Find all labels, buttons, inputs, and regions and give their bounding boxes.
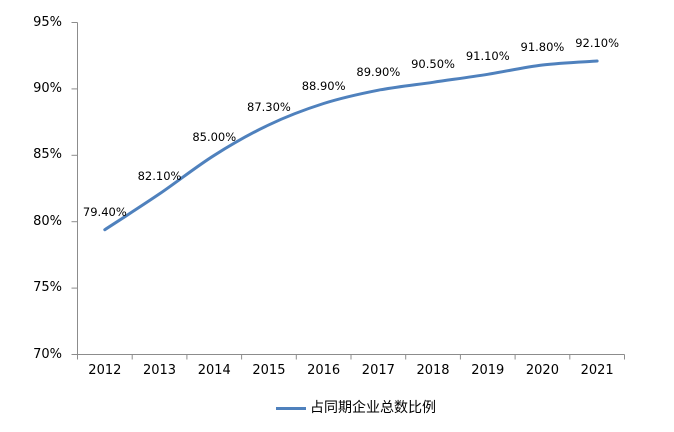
- x-axis-tick-label: 2017: [361, 363, 395, 378]
- data-point-label: 91.80%: [520, 39, 565, 54]
- data-point-label: 82.10%: [137, 168, 182, 183]
- data-point-label: 91.10%: [465, 49, 510, 64]
- series-line: [103, 59, 599, 232]
- x-axis-tick-label: 2015: [252, 363, 286, 378]
- y-axis-tick-label: 70%: [33, 346, 62, 362]
- x-axis-tick-label: 2018: [416, 363, 450, 378]
- y-axis-tick-label: 75%: [33, 280, 62, 296]
- legend-label: 占同期企业总数比例: [310, 400, 436, 416]
- data-point-label: 90.50%: [411, 57, 455, 72]
- data-point-label: 89.90%: [356, 65, 401, 80]
- y-axis-tick-label: 90%: [33, 80, 62, 96]
- legend-line-marker: [276, 406, 306, 410]
- x-axis-tick-label: 2016: [307, 363, 341, 378]
- x-axis-tick-label: 2013: [142, 363, 177, 378]
- x-axis-tick-label: 2020: [525, 363, 559, 378]
- x-axis-tick-label: 2021: [580, 363, 614, 378]
- data-point-label: 87.30%: [247, 99, 291, 114]
- axis-ticks: [71, 22, 625, 360]
- legend: 占同期企业总数比例: [276, 398, 436, 418]
- y-axis-tick-label: 95%: [33, 14, 62, 30]
- data-point-label: 79.40%: [82, 204, 127, 219]
- data-point-label: 88.90%: [301, 78, 346, 93]
- y-axis-tick-label: 85%: [33, 147, 62, 163]
- x-axis-tick-label: 2019: [471, 363, 505, 378]
- x-axis-tick-label: 2012: [88, 363, 122, 378]
- x-axis-tick-label: 2014: [197, 363, 231, 378]
- data-point-label: 85.00%: [192, 130, 237, 145]
- data-point-label: 92.10%: [575, 36, 620, 50]
- y-axis-tick-label: 80%: [33, 213, 62, 229]
